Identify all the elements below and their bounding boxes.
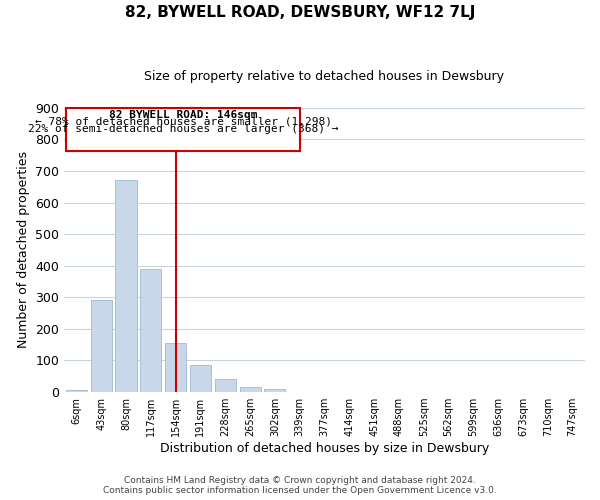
Bar — [91, 300, 112, 392]
Text: 82, BYWELL ROAD, DEWSBURY, WF12 7LJ: 82, BYWELL ROAD, DEWSBURY, WF12 7LJ — [125, 5, 475, 20]
Y-axis label: Number of detached properties: Number of detached properties — [17, 152, 29, 348]
Bar — [140, 269, 161, 392]
Bar — [165, 344, 186, 392]
Bar — [67, 108, 299, 152]
X-axis label: Distribution of detached houses by size in Dewsbury: Distribution of detached houses by size … — [160, 442, 489, 455]
Bar — [66, 390, 87, 392]
Title: Size of property relative to detached houses in Dewsbury: Size of property relative to detached ho… — [145, 70, 505, 83]
Text: 82 BYWELL ROAD: 146sqm: 82 BYWELL ROAD: 146sqm — [109, 110, 257, 120]
Text: ← 78% of detached houses are smaller (1,298): ← 78% of detached houses are smaller (1,… — [35, 117, 332, 127]
Text: 22% of semi-detached houses are larger (368) →: 22% of semi-detached houses are larger (… — [28, 124, 338, 134]
Bar — [190, 365, 211, 392]
Bar — [115, 180, 137, 392]
Text: Contains HM Land Registry data © Crown copyright and database right 2024.
Contai: Contains HM Land Registry data © Crown c… — [103, 476, 497, 495]
Bar — [265, 389, 286, 392]
Bar — [215, 380, 236, 392]
Bar — [239, 388, 260, 392]
